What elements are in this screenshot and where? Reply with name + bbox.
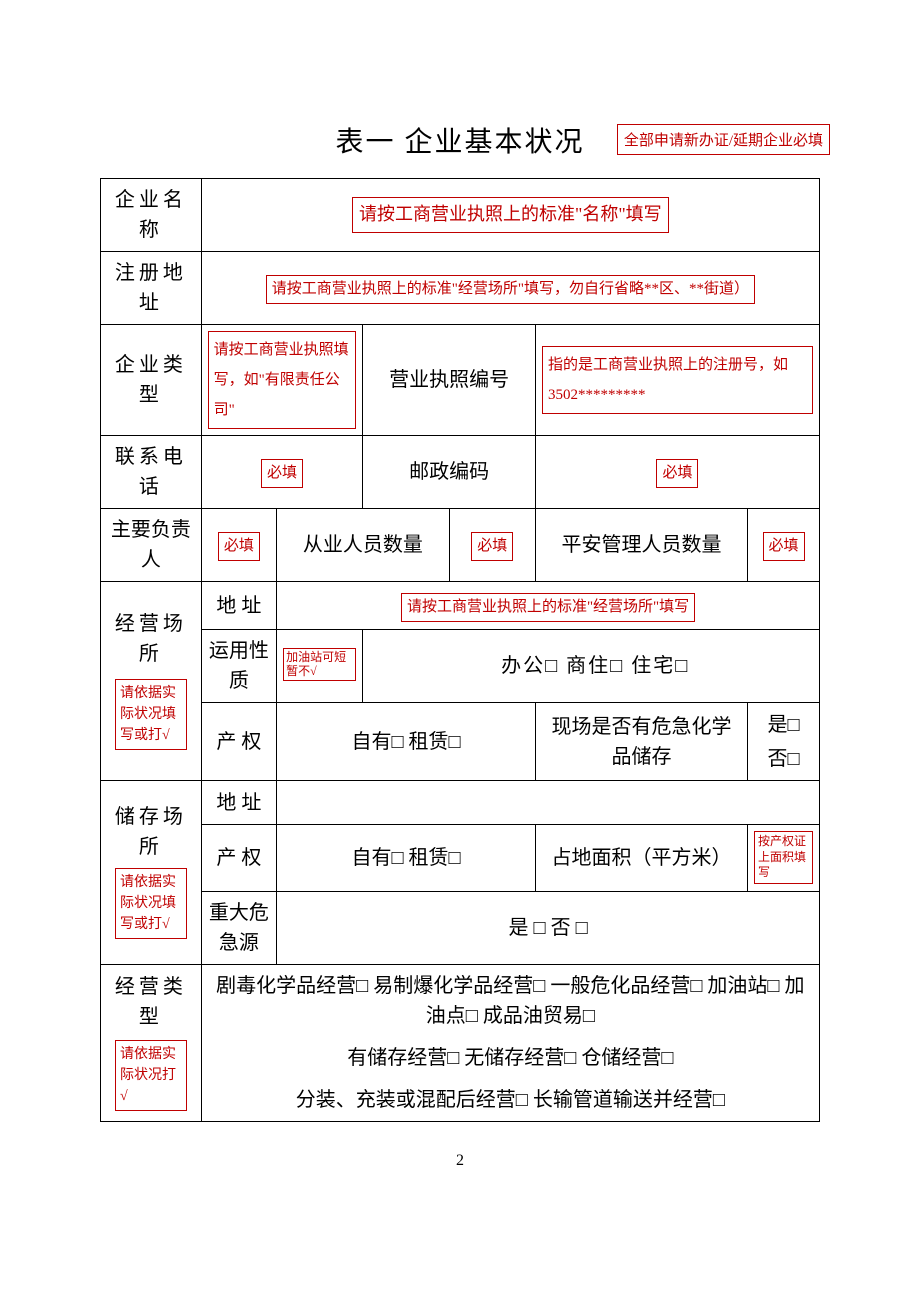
form-title: 表一 企业基本状况 bbox=[335, 120, 584, 160]
cell-biz-type-1[interactable]: 剧毒化学品经营□ 易制爆化学品经营□ 一般危化品经营□ 加油站□ 加油点□ 成品… bbox=[201, 965, 819, 1038]
cell-biz-address[interactable]: 请按工商营业执照上的标准"经营场所"填写 bbox=[277, 582, 820, 630]
cell-major-hazard[interactable]: 是 □ 否 □ bbox=[277, 892, 820, 965]
form-table: 企业名称 请按工商营业执照上的标准"名称"填写 注册地址 请按工商营业执照上的标… bbox=[100, 178, 820, 1122]
cell-stor-address[interactable] bbox=[277, 781, 820, 825]
hint-license-no: 指的是工商营业执照上的注册号，如 3502********* bbox=[542, 346, 813, 414]
note-biz-place: 请依据实际状况填写或打√ bbox=[115, 679, 187, 750]
label-company-name: 企业名称 bbox=[101, 179, 202, 252]
cell-stor-property[interactable]: 自有□ 租赁□ bbox=[277, 825, 536, 892]
cell-safety-staff[interactable]: 必填 bbox=[748, 509, 820, 582]
opt-yes: 是□ bbox=[767, 710, 799, 740]
label-principal: 主要负责人 bbox=[101, 509, 202, 582]
hint-reg-address: 请按工商营业执照上的标准"经营场所"填写，勿自行省略**区、**街道） bbox=[266, 275, 755, 304]
cell-land-area[interactable]: 按产权证上面积填写 bbox=[748, 825, 820, 892]
title-row: 表一 企业基本状况 全部申请新办证/延期企业必填 bbox=[100, 120, 820, 160]
hint-safety-required: 必填 bbox=[763, 532, 805, 561]
label-major-hazard: 重大危急源 bbox=[201, 892, 276, 965]
cell-license-no[interactable]: 指的是工商营业执照上的注册号，如 3502********* bbox=[535, 325, 819, 436]
cell-staff-count[interactable]: 必填 bbox=[449, 509, 535, 582]
cell-biz-type-3[interactable]: 分装、充装或混配后经营□ 长输管道输送并经营□ bbox=[201, 1079, 819, 1122]
cell-reg-address[interactable]: 请按工商营业执照上的标准"经营场所"填写，勿自行省略**区、**街道） bbox=[201, 252, 819, 325]
label-safety-staff: 平安管理人员数量 bbox=[535, 509, 747, 582]
label-stor-address: 地 址 bbox=[201, 781, 276, 825]
title-annotation: 全部申请新办证/延期企业必填 bbox=[617, 124, 830, 155]
hint-land-area: 按产权证上面积填写 bbox=[754, 831, 813, 884]
cell-biz-property[interactable]: 自有□ 租赁□ bbox=[277, 703, 536, 781]
hint-biz-address: 请按工商营业执照上的标准"经营场所"填写 bbox=[401, 593, 695, 622]
cell-postcode[interactable]: 必填 bbox=[535, 436, 819, 509]
cell-usage-options[interactable]: 办公□ 商住□ 住宅□ bbox=[363, 630, 820, 703]
hint-postcode-required: 必填 bbox=[656, 459, 698, 488]
label-storage-place: 储存场所 请依据实际状况填写或打√ bbox=[101, 781, 202, 965]
label-stor-property: 产 权 bbox=[201, 825, 276, 892]
note-storage-place: 请依据实际状况填写或打√ bbox=[115, 868, 187, 939]
cell-phone[interactable]: 必填 bbox=[201, 436, 363, 509]
hint-usage: 加油站可短暂不√ bbox=[283, 648, 356, 681]
hint-company-name: 请按工商营业执照上的标准"名称"填写 bbox=[352, 197, 669, 232]
cell-biz-type-2[interactable]: 有储存经营□ 无储存经营□ 仓储经营□ bbox=[201, 1037, 819, 1079]
label-company-type: 企业类型 bbox=[101, 325, 202, 436]
label-reg-address: 注册地址 bbox=[101, 252, 202, 325]
cell-principal[interactable]: 必填 bbox=[201, 509, 276, 582]
label-onsite-chem: 现场是否有危急化学品储存 bbox=[535, 703, 747, 781]
label-postcode: 邮政编码 bbox=[363, 436, 536, 509]
label-phone: 联系电话 bbox=[101, 436, 202, 509]
hint-phone-required: 必填 bbox=[261, 459, 303, 488]
document-page: 表一 企业基本状况 全部申请新办证/延期企业必填 企业名称 请按工商营业执照上的… bbox=[0, 0, 920, 1230]
label-biz-place: 经营场所 请依据实际状况填写或打√ bbox=[101, 582, 202, 781]
note-biz-type: 请依据实际状况打√ bbox=[115, 1040, 187, 1111]
label-biz-address: 地 址 bbox=[201, 582, 276, 630]
hint-principal-required: 必填 bbox=[218, 532, 260, 561]
page-number: 2 bbox=[100, 1152, 820, 1170]
hint-staff-required: 必填 bbox=[471, 532, 513, 561]
label-land-area: 占地面积（平方米） bbox=[535, 825, 747, 892]
label-license-no: 营业执照编号 bbox=[363, 325, 536, 436]
cell-company-name[interactable]: 请按工商营业执照上的标准"名称"填写 bbox=[201, 179, 819, 252]
text-storage-place: 储存场所 bbox=[107, 802, 195, 862]
label-usage-nature: 运用性质 bbox=[201, 630, 276, 703]
opt-no: 否□ bbox=[767, 744, 799, 774]
cell-usage-hint: 加油站可短暂不√ bbox=[277, 630, 363, 703]
text-biz-place: 经营场所 bbox=[107, 609, 195, 669]
label-biz-type: 经营类型 请依据实际状况打√ bbox=[101, 965, 202, 1122]
text-biz-type: 经营类型 bbox=[107, 972, 195, 1032]
hint-company-type: 请按工商营业执照填写，如"有限责任公司" bbox=[208, 331, 357, 429]
label-staff-count: 从业人员数量 bbox=[277, 509, 450, 582]
cell-onsite-chem[interactable]: 是□ 否□ bbox=[748, 703, 820, 781]
label-biz-property: 产 权 bbox=[201, 703, 276, 781]
cell-company-type[interactable]: 请按工商营业执照填写，如"有限责任公司" bbox=[201, 325, 363, 436]
